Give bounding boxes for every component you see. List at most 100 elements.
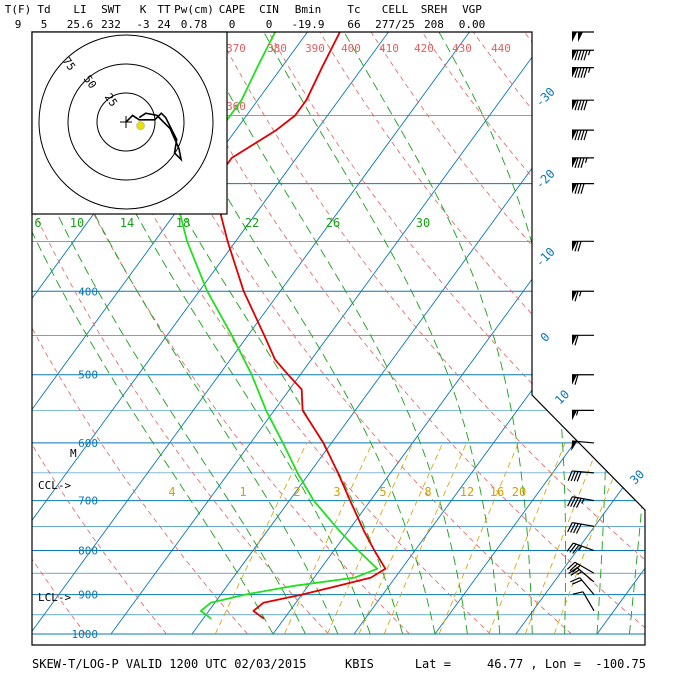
barb-full [573, 523, 579, 534]
isotherm-label: 30 [627, 467, 647, 487]
hodograph-ring-label: 25 [102, 91, 120, 109]
barb-full [566, 561, 576, 570]
isotherm-line [434, 32, 645, 635]
index-label: Bmin [295, 3, 322, 16]
index-value: 5 [41, 18, 48, 31]
dry-adiabat-label: 390 [305, 42, 325, 55]
storm-motion-marker [136, 121, 145, 130]
wind-barb [572, 240, 594, 252]
index-value: 66 [347, 18, 360, 31]
barb-flag [572, 67, 577, 78]
isotherm-line [110, 32, 551, 635]
moist-adiabat-line [196, 32, 468, 635]
barb-full [574, 50, 579, 61]
moist-adiabat-line [32, 32, 274, 635]
barb-full [577, 241, 582, 252]
barb-full [577, 100, 582, 111]
mixing-ratio-line [214, 442, 308, 635]
mixing-ratio-label: 16 [490, 485, 504, 499]
barb-half [578, 291, 582, 297]
barb-flag [572, 410, 577, 421]
barb-full [574, 335, 579, 346]
mixing-ratio-label: 20 [512, 485, 526, 499]
barb-full [566, 542, 574, 552]
mixing-ratio-line [358, 442, 444, 635]
mixing-ratio-label: 12 [460, 485, 474, 499]
barb-full [577, 50, 582, 61]
mixing-ratio-label: 8 [424, 485, 431, 499]
barb-full [572, 564, 581, 573]
isotherm-line [32, 32, 389, 635]
barb-staff [572, 496, 595, 502]
wind-barb [572, 49, 594, 61]
wind-barb [572, 409, 594, 421]
pressure-label: 900 [78, 589, 98, 602]
barb-full [570, 522, 576, 533]
barb-full [580, 100, 585, 111]
barb-full [574, 241, 579, 252]
plot-frame [31, 31, 646, 646]
barb-staff [579, 577, 595, 595]
index-label: CAPE [219, 3, 246, 16]
barb-full [567, 470, 573, 481]
barb-full [567, 496, 573, 507]
hodograph-ring-label: 75 [60, 55, 78, 73]
index-label: SWT [101, 3, 121, 16]
barb-full [574, 129, 579, 141]
barb-full [583, 100, 588, 111]
barb-half [587, 67, 591, 73]
pressure-label: 800 [78, 545, 98, 558]
moist-adiabat-label: 10 [70, 216, 84, 230]
wind-barb [571, 440, 595, 451]
barb-flag [571, 441, 578, 451]
barb-full [570, 470, 576, 482]
index-label: TT [157, 3, 171, 16]
isotherm-line [272, 32, 645, 635]
pressure-label: 600 [78, 437, 98, 450]
hodograph-ring [67, 63, 185, 181]
moist-adiabat-line [140, 32, 436, 635]
barb-staff [572, 440, 595, 444]
index-label: VGP [462, 3, 482, 16]
index-value: 0 [229, 18, 236, 31]
temperature-trace [212, 32, 387, 620]
pressure-label: 700 [78, 495, 98, 508]
wind-barb [572, 99, 594, 111]
footer: SKEW-T/LOG-P VALID 1200 UTC 02/03/2015 K… [32, 657, 646, 671]
moist-adiabat-line [628, 32, 645, 635]
moist-adiabat-label: 6 [34, 216, 41, 230]
wind-barb [566, 561, 595, 574]
mixing-ratio-label: 3 [333, 485, 340, 499]
wind-barb [572, 183, 594, 194]
barb-full [580, 67, 585, 78]
index-header: T(F) Td LI SWT K TT Pw(cm) CAPE CIN Bmin Tc CELL SRE… [5, 3, 486, 31]
dry-adiabat-line [32, 32, 329, 635]
pressure-label: 400 [78, 285, 98, 298]
index-value: 0 [266, 18, 273, 31]
dry-adiabat-line [114, 32, 572, 635]
moist-adiabat-label: 30 [416, 216, 430, 230]
dry-adiabat-line [575, 32, 645, 635]
moist-adiabat-line [263, 32, 501, 635]
barb-full [573, 497, 579, 508]
mixing-ratio-label: 1 [239, 485, 246, 499]
index-value: -3 [136, 18, 149, 31]
isotherm-label: -20 [533, 167, 558, 192]
barb-half [578, 545, 583, 551]
barb-half [587, 50, 591, 56]
mixing-ratio-line [284, 442, 373, 635]
index-value: 0.78 [181, 18, 208, 31]
barb-flag [572, 183, 577, 194]
barb-half [584, 157, 588, 164]
barb-full [577, 129, 582, 141]
barb-full [574, 183, 579, 194]
barb-staff [576, 567, 595, 583]
barb-full [572, 591, 584, 595]
wind-barb [572, 129, 594, 141]
hodograph-ring [38, 34, 214, 210]
barb-full [575, 498, 582, 508]
index-value: 9 [15, 18, 22, 31]
barb-full [571, 579, 583, 585]
barb-staff [574, 561, 595, 574]
